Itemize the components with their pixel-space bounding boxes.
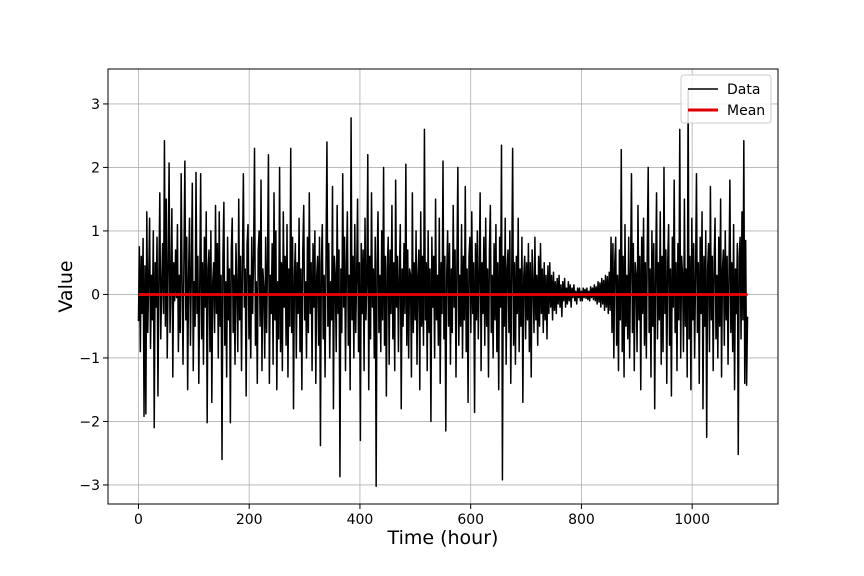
x-tick-label: 600 <box>457 512 484 528</box>
y-tick-label: −1 <box>79 351 100 367</box>
y-tick-label: −2 <box>79 414 100 430</box>
x-tick-label: 400 <box>347 512 374 528</box>
y-tick-label: −3 <box>79 478 100 494</box>
legend: Data Mean <box>680 74 772 124</box>
x-tick-label: 800 <box>568 512 595 528</box>
y-tick-label: 1 <box>91 224 100 240</box>
x-tick-label: 200 <box>236 512 263 528</box>
x-tick-label: 1000 <box>674 512 710 528</box>
x-tick-label: 0 <box>134 512 143 528</box>
y-tick-label: 2 <box>91 160 100 176</box>
plot-frame <box>107 68 779 505</box>
y-axis-label: Value <box>55 260 77 312</box>
series-layer <box>137 88 749 487</box>
y-tick-label: 0 <box>91 287 100 303</box>
legend-label-mean: Mean <box>727 103 765 119</box>
series-line-data <box>137 88 749 487</box>
legend-label-data: Data <box>727 82 760 98</box>
axis-ticks: 0 200 400 600 800 1000 −3 −2 −1 0 1 2 3 <box>79 97 710 528</box>
y-tick-label: 3 <box>91 97 100 113</box>
x-axis-label: Time (hour) <box>387 527 499 549</box>
